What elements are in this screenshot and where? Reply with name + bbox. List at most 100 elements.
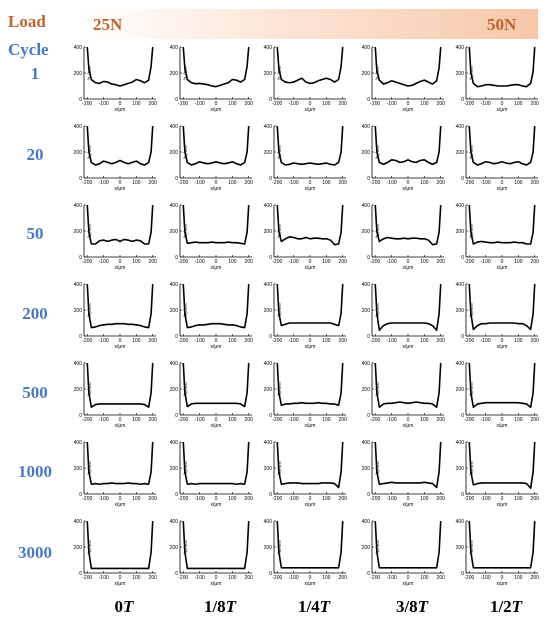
x-tick-label: 100: [420, 338, 429, 344]
y-tick-label: 200: [170, 150, 179, 156]
x-tick-label: -200: [178, 417, 188, 423]
y-tick-label: 0: [79, 413, 82, 419]
x-tick-label: 200: [245, 496, 254, 502]
x-tick-label: 200: [437, 575, 446, 581]
x-tick-label: -100: [195, 180, 205, 186]
x-tick-label: 100: [132, 338, 141, 344]
y-tick-label: 200: [456, 308, 465, 314]
y-tick-label: 0: [79, 334, 82, 340]
y-axis-label: h₀/nm: [375, 540, 381, 553]
y-axis-label: h₀/nm: [87, 303, 93, 316]
x-tick-label: -100: [99, 575, 109, 581]
y-tick-label: 0: [461, 413, 464, 419]
y-tick-label: 400: [456, 361, 465, 367]
y-tick-label: 0: [79, 571, 82, 577]
y-tick-label: 0: [367, 97, 370, 103]
x-tick-label: 200: [339, 417, 348, 423]
film-thickness-line: [276, 204, 344, 246]
x-tick-label: 0: [501, 575, 504, 581]
y-tick-label: 0: [367, 492, 370, 498]
x-tick-label: 200: [339, 496, 348, 502]
y-tick-label: 400: [170, 361, 179, 367]
x-tick-label: 0: [215, 338, 218, 344]
y-tick-label: 0: [175, 571, 178, 577]
y-tick-label: 200: [264, 466, 273, 472]
x-tick-label: 0: [215, 417, 218, 423]
x-tick-label: -200: [464, 496, 474, 502]
y-tick-label: 400: [264, 45, 273, 51]
x-tick-label: -200: [272, 338, 282, 344]
x-tick-label: 200: [437, 180, 446, 186]
x-tick-label: 200: [339, 101, 348, 107]
x-tick-label: -100: [195, 496, 205, 502]
x-axis-label: x/μm: [497, 344, 508, 350]
x-tick-label: -100: [195, 101, 205, 107]
x-tick-label: 0: [407, 575, 410, 581]
y-tick-label: 0: [461, 334, 464, 340]
x-axis-label: x/μm: [305, 344, 316, 350]
phase-column-label: 1/2T: [461, 597, 550, 617]
y-tick-label: 200: [74, 308, 83, 314]
x-axis-label: x/μm: [403, 581, 414, 587]
phase-column-label: 3/8T: [367, 597, 457, 617]
y-axis-label: h₀/nm: [469, 303, 475, 316]
y-tick-label: 200: [362, 71, 371, 77]
x-tick-label: 0: [309, 101, 312, 107]
x-tick-label: 0: [119, 180, 122, 186]
x-axis-label: x/μm: [115, 502, 126, 508]
film-thickness-line: [468, 46, 536, 88]
y-axis-label: h₀/nm: [183, 303, 189, 316]
x-tick-label: -100: [99, 180, 109, 186]
x-tick-label: 200: [339, 180, 348, 186]
y-tick-label: 400: [264, 282, 273, 288]
x-tick-label: 200: [245, 180, 254, 186]
y-tick-label: 0: [79, 255, 82, 261]
x-tick-label: -200: [272, 180, 282, 186]
x-axis-label: x/μm: [403, 107, 414, 113]
y-tick-label: 0: [79, 176, 82, 182]
x-tick-label: -200: [178, 496, 188, 502]
x-tick-label: 100: [514, 496, 523, 502]
y-tick-label: 400: [362, 440, 371, 446]
x-tick-label: -200: [464, 338, 474, 344]
x-axis-label: x/μm: [211, 344, 222, 350]
x-tick-label: -200: [82, 259, 92, 265]
x-tick-label: 200: [149, 180, 158, 186]
x-tick-label: 200: [149, 338, 158, 344]
y-axis-label: h₀/nm: [87, 382, 93, 395]
x-tick-label: 200: [149, 496, 158, 502]
x-tick-label: 0: [309, 259, 312, 265]
y-tick-label: 400: [362, 519, 371, 525]
x-tick-label: -100: [289, 338, 299, 344]
film-thickness-line: [276, 362, 344, 407]
x-tick-label: 0: [119, 101, 122, 107]
y-tick-label: 200: [362, 466, 371, 472]
film-thickness-line: [374, 441, 442, 489]
y-axis-label: h₀/nm: [87, 540, 93, 553]
phase-value: 1/8: [203, 597, 226, 616]
x-tick-label: 100: [514, 338, 523, 344]
x-axis-label: x/μm: [305, 581, 316, 587]
y-tick-label: 0: [461, 571, 464, 577]
x-tick-label: 100: [322, 180, 331, 186]
x-tick-label: -200: [370, 101, 380, 107]
y-tick-label: 200: [362, 387, 371, 393]
x-tick-label: 0: [119, 417, 122, 423]
x-tick-label: -100: [99, 101, 109, 107]
y-tick-label: 0: [269, 492, 272, 498]
x-tick-label: -100: [387, 259, 397, 265]
y-axis-label: h₀/nm: [277, 461, 283, 474]
y-tick-label: 200: [362, 229, 371, 235]
y-tick-label: 400: [456, 124, 465, 130]
x-tick-label: 200: [437, 259, 446, 265]
x-tick-label: -200: [82, 180, 92, 186]
phase-unit: T: [123, 597, 134, 616]
x-tick-label: 200: [437, 101, 446, 107]
